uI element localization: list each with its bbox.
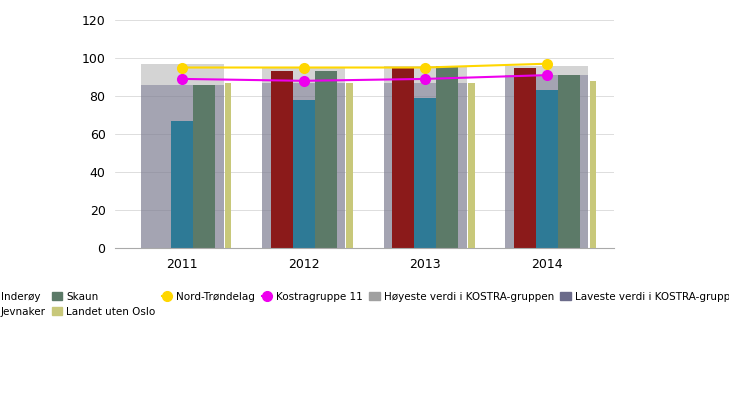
Bar (293, 100, 315, 248)
Bar (536, 90, 558, 248)
Bar (514, 68, 536, 248)
Bar (141, 85, 224, 248)
Bar (436, 66, 458, 248)
Bar (262, 68, 346, 248)
Bar (505, 75, 588, 248)
Bar (468, 83, 475, 248)
Bar (262, 83, 346, 248)
Bar (271, 71, 293, 248)
Legend: Inderøy, Jevnaker, Skaun, Landet uten Oslo, Nord-Trøndelag, Kostragruppe 11, Høy: Inderøy, Jevnaker, Skaun, Landet uten Os… (0, 288, 729, 321)
Bar (383, 83, 467, 248)
Bar (315, 71, 337, 248)
Bar (346, 83, 353, 248)
Bar (392, 68, 414, 248)
Bar (141, 64, 224, 248)
Bar (590, 81, 596, 248)
Bar (558, 75, 580, 248)
Bar (505, 66, 588, 248)
Bar (414, 98, 436, 248)
Bar (193, 85, 215, 248)
Bar (383, 66, 467, 248)
Bar (171, 121, 193, 248)
Bar (225, 83, 231, 248)
